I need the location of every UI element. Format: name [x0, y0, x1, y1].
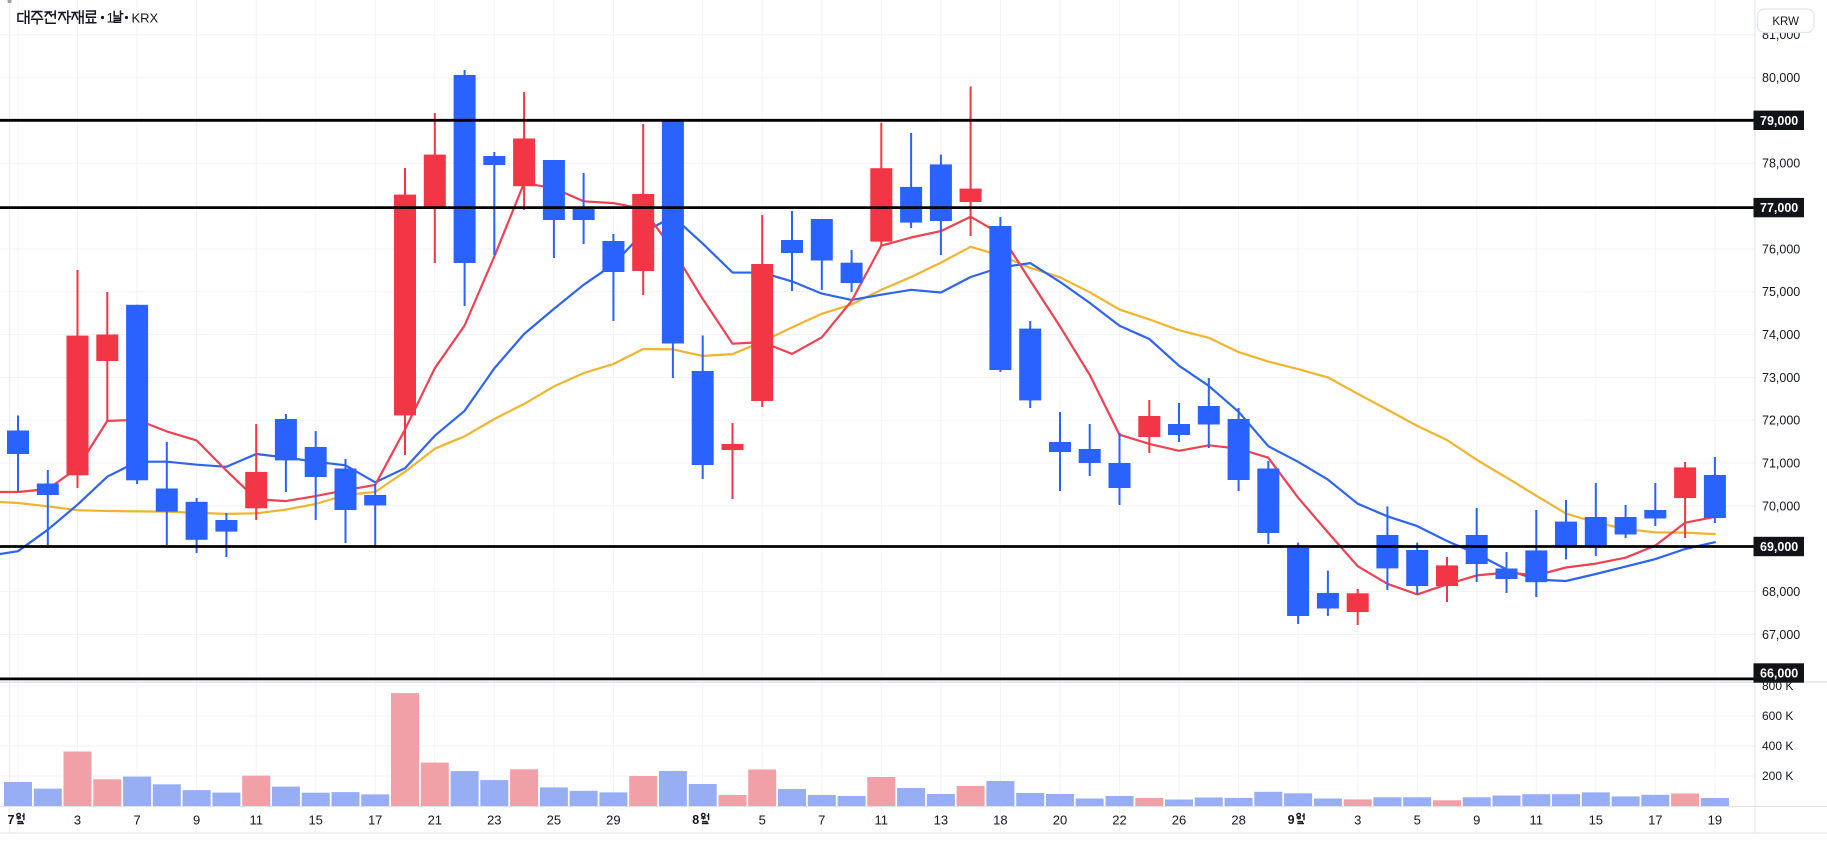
svg-text:200 K: 200 K — [1762, 769, 1793, 783]
svg-text:3: 3 — [1354, 813, 1361, 828]
svg-text:KRX: KRX — [132, 11, 159, 26]
svg-text:74,000: 74,000 — [1762, 328, 1800, 342]
svg-text:21: 21 — [428, 813, 442, 828]
svg-text:7: 7 — [818, 813, 825, 828]
svg-text:5: 5 — [759, 813, 766, 828]
svg-text:15: 15 — [1589, 813, 1603, 828]
svg-text:7: 7 — [8, 813, 15, 827]
svg-text:13: 13 — [934, 813, 948, 828]
svg-text:3: 3 — [74, 813, 81, 828]
svg-text:22: 22 — [1112, 813, 1126, 828]
svg-text:9: 9 — [1473, 813, 1480, 828]
svg-text:80,000: 80,000 — [1762, 71, 1800, 85]
svg-text:7: 7 — [133, 813, 140, 828]
svg-text:72,000: 72,000 — [1762, 414, 1800, 428]
svg-text:8: 8 — [692, 813, 699, 827]
svg-text:70,000: 70,000 — [1762, 499, 1800, 513]
svg-text:19: 19 — [1708, 813, 1722, 828]
svg-text:25: 25 — [547, 813, 561, 828]
svg-text:75,000: 75,000 — [1762, 285, 1800, 299]
svg-text:11: 11 — [875, 813, 889, 828]
svg-text:17: 17 — [368, 813, 382, 828]
svg-text:77,000: 77,000 — [1760, 201, 1798, 215]
svg-text:600 K: 600 K — [1762, 709, 1793, 723]
svg-text:68,000: 68,000 — [1762, 585, 1800, 599]
svg-text:73,000: 73,000 — [1762, 371, 1800, 385]
svg-text:79,000: 79,000 — [1760, 114, 1798, 128]
svg-text:28: 28 — [1231, 813, 1245, 828]
svg-text:9: 9 — [193, 813, 200, 828]
svg-text:18: 18 — [993, 813, 1007, 828]
svg-text:1: 1 — [107, 11, 115, 26]
svg-text:800 K: 800 K — [1762, 679, 1793, 693]
svg-text:26: 26 — [1172, 813, 1186, 828]
svg-text:11: 11 — [1530, 813, 1544, 828]
svg-text:17: 17 — [1648, 813, 1662, 828]
svg-text:15: 15 — [308, 813, 322, 828]
svg-text:78,000: 78,000 — [1762, 157, 1800, 171]
svg-text:76,000: 76,000 — [1762, 242, 1800, 256]
svg-text:23: 23 — [487, 813, 501, 828]
svg-text:71,000: 71,000 — [1762, 456, 1800, 470]
svg-text:11: 11 — [249, 813, 263, 828]
svg-text:69,000: 69,000 — [1760, 540, 1798, 554]
svg-text:KRW: KRW — [1772, 16, 1799, 28]
svg-text:66,000: 66,000 — [1760, 667, 1798, 681]
svg-text:5: 5 — [1414, 813, 1421, 828]
svg-text:20: 20 — [1053, 813, 1067, 828]
svg-text:400 K: 400 K — [1762, 739, 1793, 753]
svg-text:67,000: 67,000 — [1762, 628, 1800, 642]
svg-text:9: 9 — [1288, 813, 1295, 827]
svg-text:29: 29 — [606, 813, 620, 828]
